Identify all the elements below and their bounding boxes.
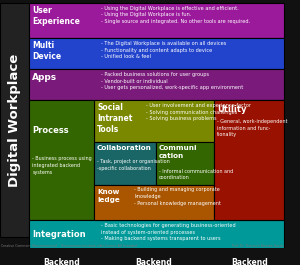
Bar: [94, 256, 214, 265]
Bar: [29, 256, 94, 265]
Text: Digital Workplace: Digital Workplace: [8, 53, 21, 187]
Text: - General, work-independent
information and func-
tionality: - General, work-independent information …: [217, 119, 287, 137]
Text: Communi
cation: Communi cation: [159, 145, 197, 159]
Bar: [29, 3, 284, 38]
Bar: [156, 142, 214, 185]
Text: - Packed business solutions for user groups
- Vendor-built or individual
- User : - Packed business solutions for user gro…: [101, 72, 243, 90]
Text: Integration: Integration: [32, 229, 86, 239]
Text: - Building and managing corporate
knowledge
- Personal knowledge management: - Building and managing corporate knowle…: [134, 187, 221, 206]
Text: Multi
Device: Multi Device: [32, 41, 62, 61]
Text: Process: Process: [32, 126, 69, 135]
Text: Know
ledge: Know ledge: [97, 189, 120, 203]
Bar: [214, 100, 284, 220]
Bar: [29, 69, 284, 100]
Text: Utility: Utility: [217, 105, 246, 114]
Text: Backend: Backend: [231, 258, 268, 265]
Bar: [29, 38, 284, 69]
Text: Apps: Apps: [32, 73, 58, 82]
Text: Collaboration: Collaboration: [97, 145, 152, 151]
Bar: [94, 142, 156, 185]
Text: - Basic technologies for generating business-oriented
instead of system-oriented: - Basic technologies for generating busi…: [101, 223, 236, 241]
Bar: [0, 3, 28, 237]
Bar: [29, 100, 94, 220]
Text: - User involvement and experience factor
- Solving communication challenges
- So: - User involvement and experience factor…: [146, 103, 251, 121]
Bar: [214, 256, 284, 265]
Text: Backend: Backend: [44, 258, 80, 265]
Text: - Informal communication and
coordination: - Informal communication and coordinatio…: [159, 169, 233, 180]
Text: Social
Intranet
Tools: Social Intranet Tools: [97, 103, 132, 134]
Bar: [94, 185, 214, 220]
Bar: [29, 220, 284, 256]
Bar: [94, 100, 284, 142]
Text: - The Digital Workplace is available on all devices
- Functionality and content : - The Digital Workplace is available on …: [101, 41, 226, 59]
Text: - Business process using
integrated backend
systems: - Business process using integrated back…: [32, 156, 92, 175]
Text: User
Experience: User Experience: [32, 6, 80, 26]
Text: Prof. Dr. Thorsten Riemke-Gurzki: Prof. Dr. Thorsten Riemke-Gurzki: [232, 244, 284, 248]
Text: - Task, project or organisation
-specific collaboration: - Task, project or organisation -specifi…: [97, 159, 170, 171]
Text: Backend: Backend: [136, 258, 172, 265]
Text: - Using the Digital Workplace is effective and efficient.
- Using the Digital Wo: - Using the Digital Workplace is effecti…: [101, 6, 250, 24]
Text: Creative Commons Noncommercial    Noncommercial-share alike lisense-All Intended: Creative Commons Noncommercial Noncommer…: [1, 244, 137, 248]
